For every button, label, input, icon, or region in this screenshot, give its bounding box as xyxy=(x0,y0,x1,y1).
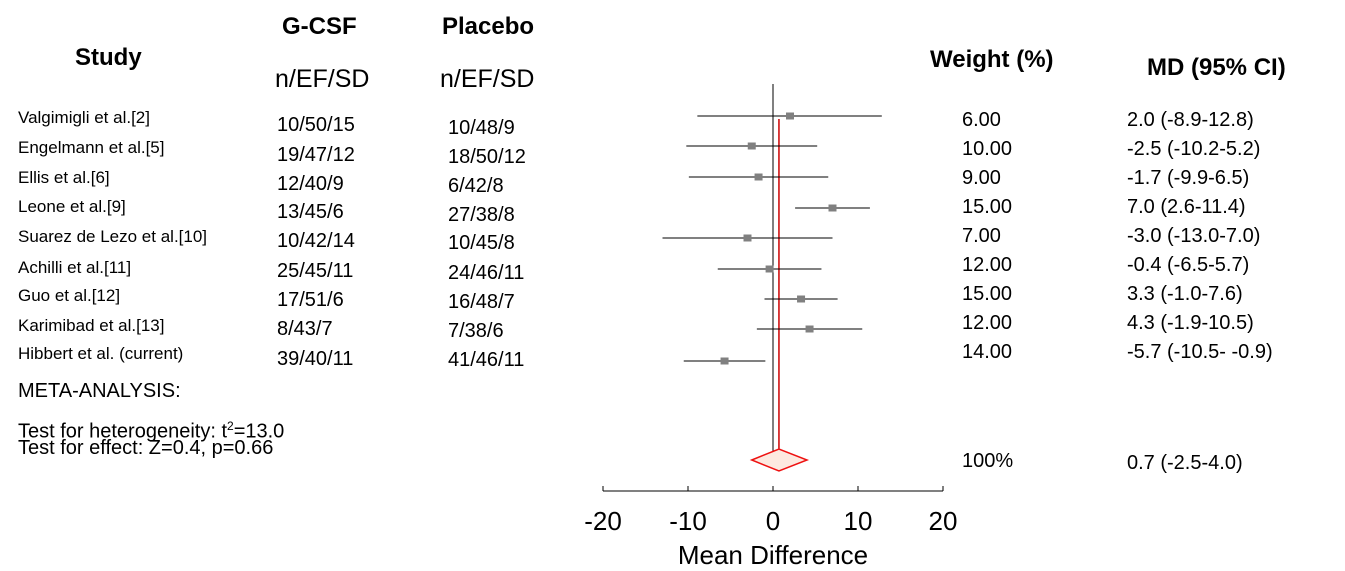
md-value: -0.4 (-6.5-5.7) xyxy=(1127,254,1250,276)
gcsf-value: 17/51/6 xyxy=(277,289,344,311)
effect-marker xyxy=(765,265,774,273)
x-tick-label: -10 xyxy=(669,506,707,536)
gcsf-value: 8/43/7 xyxy=(277,318,333,340)
pooled-weight: 100% xyxy=(962,450,1014,472)
weight-value: 12.00 xyxy=(962,312,1013,334)
effect-marker xyxy=(786,112,794,120)
heterogeneity-superscript: 2 xyxy=(227,419,234,433)
placebo-value: 6/42/8 xyxy=(448,175,504,197)
study-header: Study xyxy=(75,44,142,71)
study-name: Suarez de Lezo et al.[10] xyxy=(18,227,208,246)
gcsf-value: 10/50/15 xyxy=(277,114,355,136)
placebo-value: 10/48/9 xyxy=(448,117,515,139)
md-value: -3.0 (-13.0-7.0) xyxy=(1127,225,1261,247)
study-name: Achilli et al.[11] xyxy=(18,258,132,277)
gcsf-value: 19/47/12 xyxy=(277,144,355,166)
gcsf-value: 13/45/6 xyxy=(277,201,344,223)
study-name: Karimibad et al.[13] xyxy=(18,316,165,335)
x-tick-label: 10 xyxy=(844,506,873,536)
x-tick-label: 20 xyxy=(929,506,958,536)
effect-marker xyxy=(805,325,814,333)
gcsf-subheader: n/EF/SD xyxy=(275,65,370,93)
weight-value: 10.00 xyxy=(962,138,1013,160)
md-value: 4.3 (-1.9-10.5) xyxy=(1127,312,1254,334)
effect-marker xyxy=(828,204,837,212)
study-name: Leone et al.[9] xyxy=(18,197,126,216)
md-header: MD (95% CI) xyxy=(1147,54,1286,81)
md-value: 3.3 (-1.0-7.6) xyxy=(1127,283,1243,305)
effect-marker xyxy=(754,173,763,181)
heterogeneity-test: Test for heterogeneity: t2=13.0 xyxy=(18,419,284,444)
md-value: 2.0 (-8.9-12.8) xyxy=(1127,109,1254,131)
placebo-value: 41/46/11 xyxy=(448,349,525,371)
study-name: Valgimigli et al.[2] xyxy=(18,108,150,127)
placebo-value: 7/38/6 xyxy=(448,320,504,342)
md-value: -1.7 (-9.9-6.5) xyxy=(1127,167,1250,189)
placebo-value: 16/48/7 xyxy=(448,291,515,313)
x-axis-title: Mean Difference xyxy=(678,540,868,570)
effect-marker xyxy=(797,295,806,303)
heterogeneity-value: =13.0 xyxy=(233,420,285,443)
gcsf-value: 12/40/9 xyxy=(277,173,344,195)
gcsf-value: 39/40/11 xyxy=(277,348,354,370)
study-name: Ellis et al.[6] xyxy=(18,168,110,187)
placebo-header: Placebo xyxy=(442,13,535,40)
weight-value: 6.00 xyxy=(962,109,1001,131)
placebo-value: 24/46/11 xyxy=(448,262,525,284)
study-name: Guo et al.[12] xyxy=(18,286,121,305)
study-name: Hibbert et al. (current) xyxy=(18,344,184,363)
md-value: -2.5 (-10.2-5.2) xyxy=(1127,138,1261,160)
weight-value: 7.00 xyxy=(962,225,1001,247)
placebo-value: 27/38/8 xyxy=(448,204,515,226)
weight-header: Weight (%) xyxy=(930,46,1054,73)
study-name: Engelmann et al.[5] xyxy=(18,138,165,157)
effect-marker xyxy=(720,357,729,365)
pooled-diamond xyxy=(749,448,810,472)
weight-value: 9.00 xyxy=(962,167,1001,189)
meta-analysis-label: META-ANALYSIS: xyxy=(18,380,181,402)
weight-value: 15.00 xyxy=(962,196,1013,218)
effect-marker xyxy=(747,142,756,150)
gcsf-value: 10/42/14 xyxy=(277,230,355,252)
heterogeneity-prefix: Test for heterogeneity: t xyxy=(18,420,228,443)
x-tick-label: 0 xyxy=(766,506,780,536)
placebo-value: 18/50/12 xyxy=(448,146,526,168)
effect-test: Test for effect: Z=0.4, p=0.66 xyxy=(18,437,274,459)
md-value: 7.0 (2.6-11.4) xyxy=(1127,196,1246,218)
placebo-value: 10/45/8 xyxy=(448,232,515,254)
effect-marker xyxy=(743,234,752,242)
md-value: -5.7 (-10.5- -0.9) xyxy=(1127,341,1273,363)
placebo-subheader: n/EF/SD xyxy=(440,65,535,93)
gcsf-header: G-CSF xyxy=(282,13,357,40)
pooled-md: 0.7 (-2.5-4.0) xyxy=(1127,452,1243,474)
weight-value: 15.00 xyxy=(962,283,1013,305)
gcsf-value: 25/45/11 xyxy=(277,260,354,282)
weight-value: 12.00 xyxy=(962,254,1013,276)
x-tick-label: -20 xyxy=(584,506,622,536)
weight-value: 14.00 xyxy=(962,341,1013,363)
